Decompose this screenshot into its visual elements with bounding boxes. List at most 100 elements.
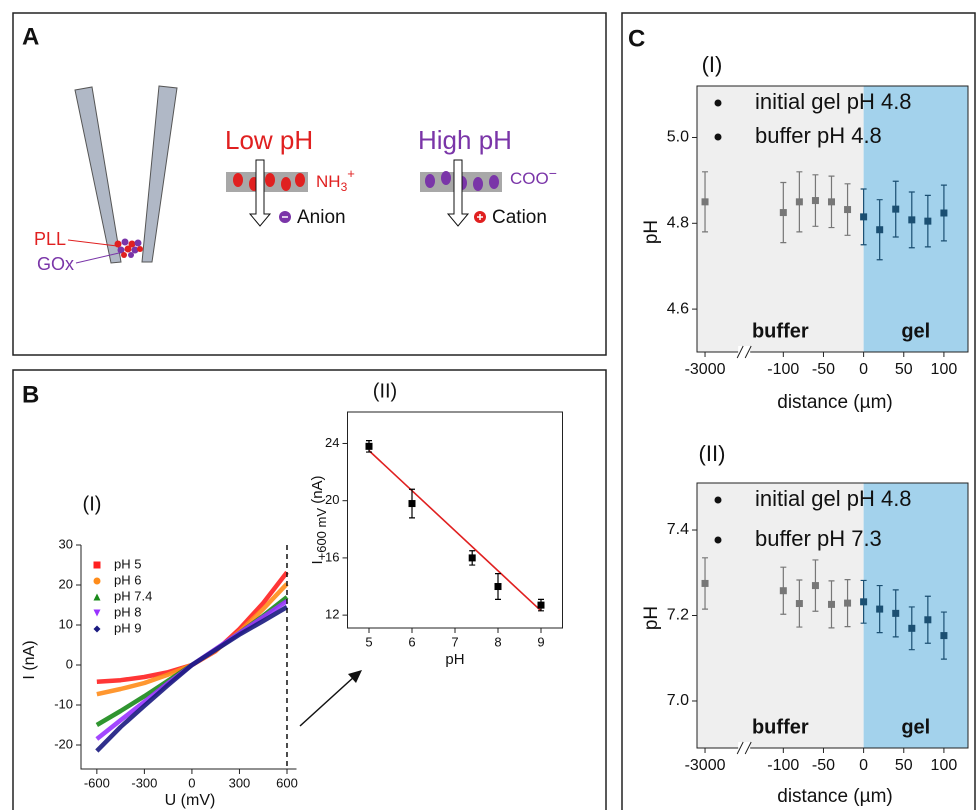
data-point bbox=[876, 226, 884, 234]
bullet bbox=[714, 133, 722, 141]
plot-frame bbox=[696, 85, 969, 353]
x-tick-label: -3000 bbox=[685, 361, 726, 378]
data-point bbox=[924, 217, 932, 225]
subtitle: (II) bbox=[373, 380, 397, 402]
y-axis-label-sub: +600 mV bbox=[314, 508, 329, 561]
legend-label: pH 5 bbox=[114, 556, 141, 571]
panel-a-frame bbox=[12, 12, 607, 356]
pipette-wall bbox=[141, 85, 178, 263]
bullet bbox=[714, 496, 722, 504]
data-point bbox=[811, 197, 819, 205]
data-point bbox=[827, 198, 835, 206]
data-point bbox=[779, 209, 787, 217]
flux-arrow bbox=[446, 159, 470, 227]
chart: 12 16 20 24 5 6 7 8 9 (II) pH I+600 mV (nA) bbox=[309, 380, 563, 668]
x-tick-label: -50 bbox=[812, 361, 835, 378]
legend-label: pH 7.4 bbox=[114, 588, 152, 603]
data-point bbox=[408, 500, 416, 508]
nh3-sub: 3 bbox=[341, 180, 348, 194]
legend-marker bbox=[93, 625, 101, 633]
coo-sup: − bbox=[549, 165, 557, 181]
note: buffer pH 7.3 bbox=[755, 526, 882, 551]
legend-marker bbox=[93, 593, 101, 601]
x-tick-label: 6 bbox=[408, 634, 415, 649]
data-point bbox=[908, 216, 916, 224]
data-point bbox=[468, 554, 476, 562]
region-label: buffer bbox=[752, 320, 809, 342]
y-tick-label: 16 bbox=[325, 549, 339, 564]
series-line bbox=[95, 605, 289, 753]
x-axis-label: U (mV) bbox=[165, 792, 216, 809]
x-tick-label: 9 bbox=[537, 634, 544, 649]
legend-label: pH 8 bbox=[114, 604, 141, 619]
region bbox=[697, 86, 864, 352]
legend-marker bbox=[93, 561, 101, 569]
y-tick-label: 5.0 bbox=[667, 129, 689, 146]
data-point bbox=[940, 632, 948, 640]
data-point bbox=[940, 209, 948, 217]
legend-label: pH 6 bbox=[114, 572, 141, 587]
cation-label: Cation bbox=[492, 207, 547, 228]
data-point bbox=[494, 583, 502, 591]
y-tick-label: -10 bbox=[54, 696, 73, 711]
y-tick-label: 0 bbox=[66, 656, 73, 671]
panel-label: B bbox=[22, 381, 39, 408]
y-tick-label: -20 bbox=[54, 736, 73, 751]
data-point bbox=[860, 213, 868, 221]
pointer-line bbox=[67, 239, 118, 247]
x-tick-label: -600 bbox=[84, 775, 110, 790]
data-point bbox=[924, 616, 932, 624]
y-tick-label: 7.0 bbox=[667, 692, 689, 709]
region-label: gel bbox=[901, 320, 930, 342]
pipette-wall bbox=[74, 86, 122, 264]
data-point bbox=[827, 600, 835, 608]
low-ph-label: Low pH bbox=[225, 125, 313, 155]
data-point bbox=[779, 587, 787, 595]
region-label: gel bbox=[901, 716, 930, 738]
gox-label: GOx bbox=[37, 254, 74, 274]
x-tick-label: 600 bbox=[276, 775, 298, 790]
x-tick-label: -100 bbox=[767, 757, 799, 774]
data-point bbox=[844, 206, 852, 214]
region bbox=[863, 483, 968, 748]
data-point bbox=[701, 579, 709, 587]
note: buffer pH 4.8 bbox=[755, 123, 882, 148]
plot-frame bbox=[347, 411, 563, 629]
x-tick-label: 0 bbox=[859, 757, 868, 774]
x-tick-label: 8 bbox=[494, 634, 501, 649]
pointer-line bbox=[75, 252, 120, 264]
chart: -20 -10 0 10 20 30 -600 -300 0 300 600 (I) U (mV) I (… bbox=[21, 493, 298, 809]
x-tick-label: -50 bbox=[812, 757, 835, 774]
axis-break bbox=[736, 741, 752, 755]
connector-arrow bbox=[348, 670, 362, 683]
data-point bbox=[365, 442, 373, 450]
y-axis-label-tail: (nA) bbox=[309, 475, 326, 508]
x-tick-label: 300 bbox=[229, 775, 251, 790]
legend-label: pH 9 bbox=[114, 620, 141, 635]
x-tick-label: 50 bbox=[895, 361, 913, 378]
diagram: PLL GOx Low pH NH3+ Anion High pH COO− C… bbox=[34, 85, 557, 274]
subtitle: (I) bbox=[83, 493, 102, 515]
nh3-sup: + bbox=[347, 166, 355, 181]
y-tick-label: 30 bbox=[59, 536, 73, 551]
data-point bbox=[892, 205, 900, 213]
y-tick-label: 20 bbox=[325, 492, 339, 507]
coo-base: COO bbox=[510, 169, 549, 188]
x-tick-label: 5 bbox=[365, 634, 372, 649]
y-tick-label: 7.4 bbox=[667, 521, 689, 538]
cation-icon bbox=[477, 214, 483, 220]
chart: buffer gel 7.0 7.2 7.4 -3000 -100 -50 0 50 100 (II)… bbox=[641, 441, 969, 807]
note: initial gel pH 4.8 bbox=[755, 89, 912, 114]
note: initial gel pH 4.8 bbox=[755, 486, 912, 511]
y-axis-label: pH bbox=[641, 220, 662, 244]
connector-arrow bbox=[299, 675, 356, 727]
x-tick-label: -100 bbox=[767, 361, 799, 378]
pll-label: PLL bbox=[34, 229, 66, 249]
y-axis-label-base: I bbox=[309, 560, 326, 564]
y-tick-label: 10 bbox=[59, 616, 73, 631]
x-tick-label: 100 bbox=[931, 361, 958, 378]
data-point bbox=[811, 582, 819, 590]
anion-label: Anion bbox=[297, 207, 346, 228]
chart: buffer gel 4.6 4.8 5.0 -3000 -100 -50 0 50 100 (I) d… bbox=[641, 52, 969, 413]
